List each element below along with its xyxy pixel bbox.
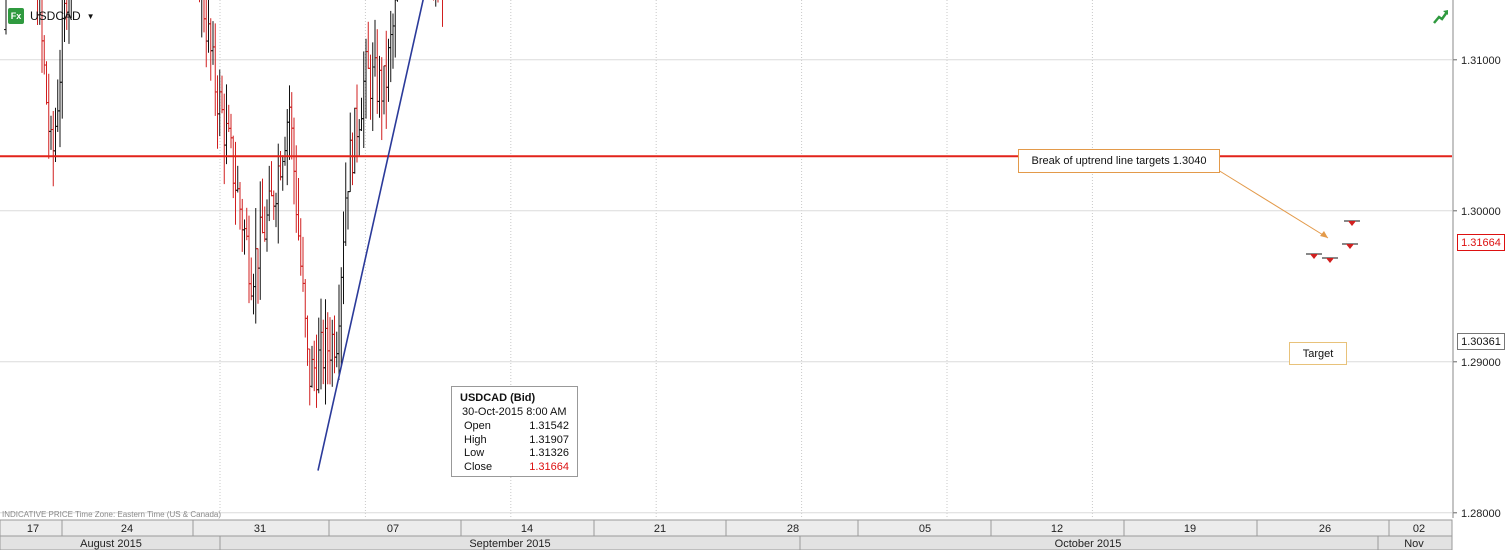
symbol-selector[interactable]: Fx USDCAD ▼	[8, 8, 95, 24]
info-value: 1.31907	[529, 433, 569, 446]
month-label: Nov	[1404, 538, 1424, 550]
x-tick-label: 26	[1319, 523, 1331, 535]
x-tick-label: 17	[27, 523, 39, 535]
annotation-pointer	[1217, 169, 1329, 239]
info-row-low: Low 1.31326	[452, 447, 577, 461]
info-row-high: High 1.31907	[452, 434, 577, 448]
x-tick-label: 12	[1051, 523, 1063, 535]
indicative-price-note: INDICATIVE PRICE Time Zone: Eastern Time…	[2, 510, 222, 519]
info-title: USDCAD (Bid)	[460, 392, 536, 404]
target-price-tag: 1.30361	[1457, 333, 1505, 350]
x-tick-label: 05	[919, 523, 931, 535]
x-tick-label: 24	[121, 523, 133, 535]
annotation-arrowhead	[1320, 231, 1328, 238]
info-label: High	[464, 433, 487, 446]
x-tick-label: 02	[1413, 523, 1425, 535]
info-label: Open	[464, 420, 491, 432]
month-label: August 2015	[80, 538, 142, 550]
info-row-open: Open 1.31542	[452, 420, 577, 434]
y-tick-label: 1.30000	[1461, 206, 1501, 218]
target-annotation[interactable]: Target	[1289, 342, 1347, 365]
month-label: September 2015	[469, 538, 550, 550]
marker-triangle	[1326, 258, 1334, 263]
uptrend-trendline	[317, 0, 424, 471]
marker-triangle	[1310, 254, 1318, 259]
month-axis-band	[0, 535, 1453, 550]
y-tick-label: 1.29000	[1461, 357, 1501, 369]
y-tick-label: 1.28000	[1461, 508, 1501, 520]
trend-arrow-icon[interactable]	[1432, 9, 1450, 25]
x-tick-label: 19	[1184, 523, 1196, 535]
x-tick-label: 28	[787, 523, 799, 535]
ohlc-info-box: USDCAD (Bid) 30-Oct-2015 8:00 AM Open 1.…	[451, 386, 578, 477]
info-value: 1.31664	[529, 460, 569, 473]
month-label: October 2015	[1055, 538, 1122, 550]
break-annotation[interactable]: Break of uptrend line targets 1.3040	[1018, 149, 1220, 173]
fx-icon: Fx	[8, 8, 24, 24]
x-tick-label: 14	[521, 523, 533, 535]
y-tick-label: 1.31000	[1461, 55, 1501, 67]
marker-triangle	[1346, 244, 1354, 249]
info-datetime: 30-Oct-2015 8:00 AM	[462, 406, 567, 418]
info-row-close: Close 1.31664	[452, 461, 577, 475]
info-value: 1.31542	[529, 420, 569, 432]
x-tick-label: 21	[654, 523, 666, 535]
chevron-down-icon[interactable]: ▼	[86, 11, 95, 21]
x-tick-label: 07	[387, 523, 399, 535]
last-price-tag: 1.31664	[1457, 234, 1505, 251]
x-tick-label: 31	[254, 523, 266, 535]
info-label: Low	[464, 447, 485, 459]
symbol-label: USDCAD	[30, 9, 81, 23]
marker-triangle	[1348, 221, 1356, 226]
info-value: 1.31326	[529, 447, 569, 459]
info-label: Close	[464, 460, 493, 473]
